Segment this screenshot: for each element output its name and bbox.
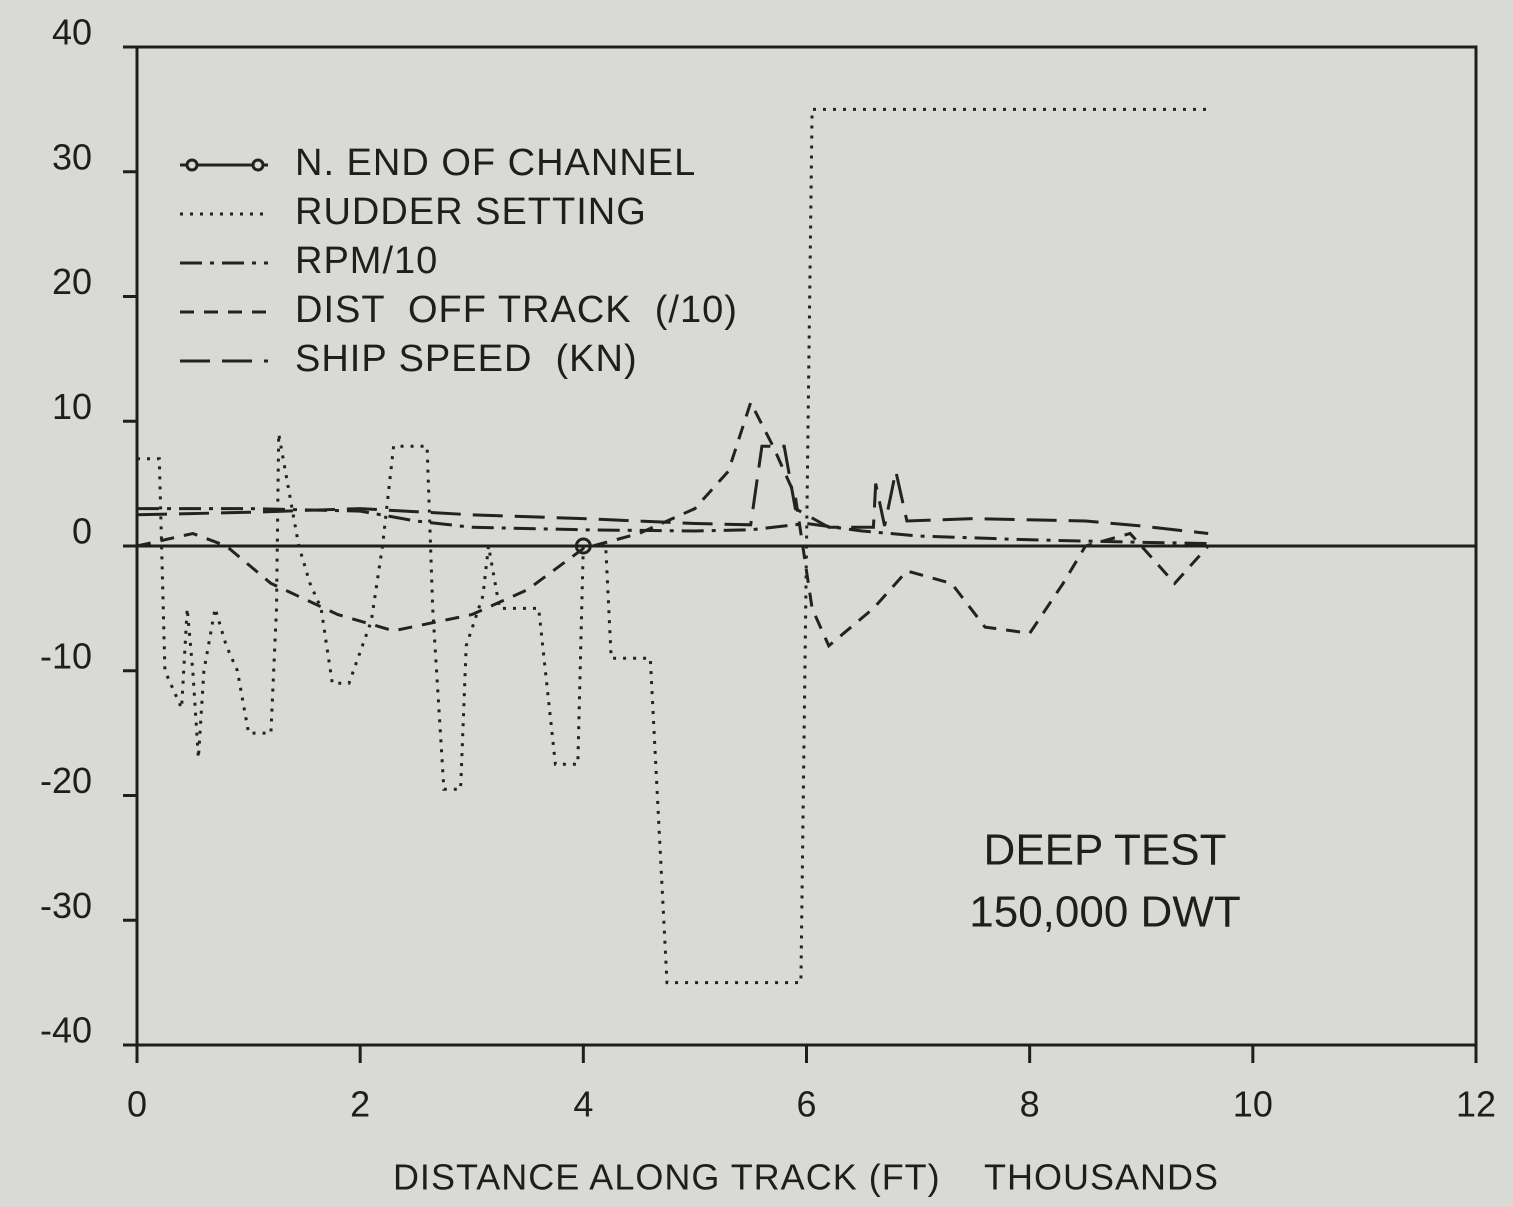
legend-label: RPM/10	[295, 240, 438, 282]
legend-label: RUDDER SETTING	[295, 191, 647, 233]
y-tick-label: 40	[52, 12, 92, 53]
y-tick-label: -30	[40, 885, 92, 926]
legend-label: DIST OFF TRACK (/10)	[295, 289, 738, 331]
series-line	[137, 507, 1209, 545]
y-tick-label: 10	[52, 386, 92, 427]
legend-swatch	[185, 158, 199, 172]
y-tick-label: 20	[52, 261, 92, 302]
annotation: 150,000 DWT	[969, 888, 1240, 937]
series-line	[136, 398, 1210, 649]
x-tick-label: 0	[127, 1084, 147, 1125]
y-tick-label: 0	[72, 511, 92, 552]
x-tick-label: 6	[796, 1084, 816, 1125]
x-tick-label: 4	[573, 1084, 593, 1125]
series-line	[137, 107, 1209, 985]
x-tick-label: 12	[1456, 1084, 1496, 1125]
y-tick-label: -20	[40, 760, 92, 801]
legend-swatch	[251, 158, 265, 172]
x-tick-label: 10	[1233, 1084, 1273, 1125]
series-line	[136, 444, 1209, 535]
y-tick-label: -10	[40, 635, 92, 676]
x-tick-label: 2	[350, 1084, 370, 1125]
legend-label: N. END OF CHANNEL	[295, 142, 696, 184]
annotation: DEEP TEST	[984, 826, 1227, 875]
x-tick-label: 8	[1020, 1084, 1040, 1125]
legend-label: SHIP SPEED (KN)	[295, 338, 638, 380]
y-tick-label: 30	[52, 136, 92, 177]
y-tick-label: -40	[40, 1010, 92, 1051]
x-axis-label: DISTANCE ALONG TRACK (FT) THOUSANDS	[393, 1157, 1219, 1198]
